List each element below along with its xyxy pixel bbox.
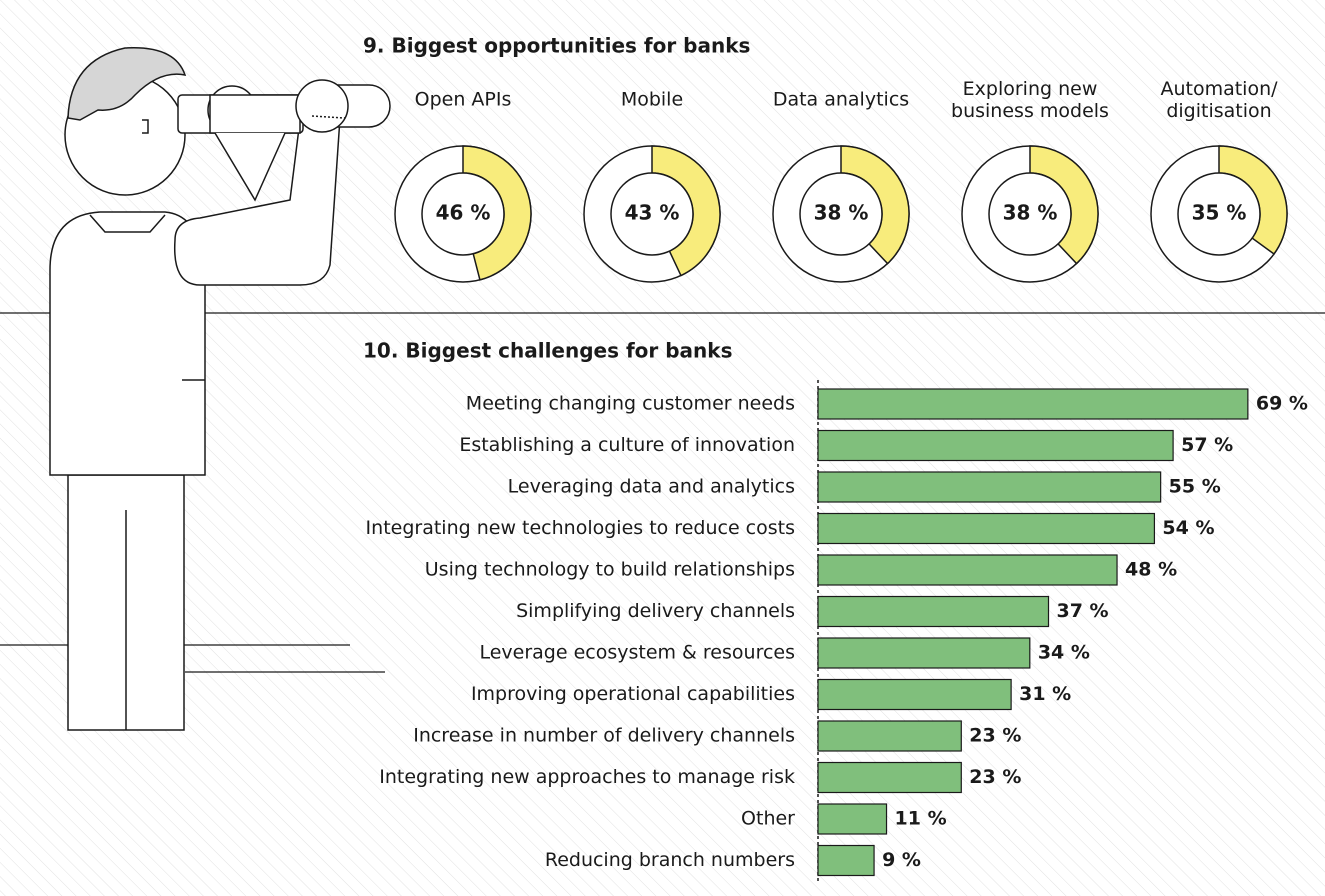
value-label: 35 % (1192, 201, 1247, 225)
bar (817, 637, 1031, 669)
illustration (49, 46, 391, 731)
donut-hole (421, 172, 505, 256)
donut-hole (1177, 172, 1261, 256)
category-label: Improving operational capabilities (471, 683, 795, 705)
category-label: Increase in number of delivery channels (413, 725, 795, 747)
bar (817, 595, 1050, 628)
category-label: Leverage ecosystem & resources (479, 642, 795, 664)
value-label: 31 % (1019, 683, 1071, 705)
donut-label: Mobile (621, 89, 683, 111)
bar (817, 429, 1174, 462)
bar (817, 678, 1012, 711)
donut-hole (610, 172, 694, 256)
category-label: Simplifying delivery channels (516, 600, 795, 622)
value-label: 9 % (882, 849, 921, 871)
bar (817, 512, 1156, 545)
value-label: 48 % (1125, 559, 1177, 581)
value-label: 57 % (1181, 434, 1233, 456)
donut-label: Exploring new business models (951, 78, 1109, 122)
value-label: 55 % (1169, 476, 1221, 498)
category-label: Using technology to build relationships (425, 559, 795, 581)
chart-title: 9. Biggest opportunities for banks (363, 34, 750, 58)
category-label: Meeting changing customer needs (466, 393, 795, 415)
donut-label: Automation/digitisation (1160, 78, 1278, 122)
category-label: Leveraging data and analytics (508, 476, 795, 498)
value-label: 38 % (814, 201, 869, 225)
bar (817, 388, 1249, 420)
category-label: Reducing branch numbers (545, 849, 795, 871)
category-label: Establishing a culture of innovation (459, 434, 795, 456)
value-label: 23 % (969, 766, 1021, 788)
value-label: 69 % (1256, 393, 1308, 415)
bar (817, 471, 1162, 503)
value-label: 46 % (436, 201, 491, 225)
donut-label: Open APIs (415, 89, 512, 111)
value-label: 11 % (895, 808, 947, 830)
value-label: 38 % (1003, 201, 1058, 225)
category-label: Integrating new technologies to reduce c… (366, 517, 795, 539)
value-label: 34 % (1038, 642, 1090, 664)
bar (817, 761, 962, 794)
category-label: Other (741, 808, 795, 830)
bar (817, 720, 962, 752)
donut-hole (799, 172, 883, 256)
bar (817, 803, 888, 835)
value-label: 54 % (1162, 517, 1214, 539)
bar (817, 844, 875, 877)
chart-title: 10. Biggest challenges for banks (363, 339, 733, 363)
category-label: Integrating new approaches to manage ris… (379, 766, 795, 788)
bar (817, 554, 1118, 586)
value-label: 37 % (1057, 600, 1109, 622)
value-label: 43 % (625, 201, 680, 225)
value-label: 23 % (969, 725, 1021, 747)
donut-label: Data analytics (773, 89, 909, 111)
donut-hole (988, 172, 1072, 256)
